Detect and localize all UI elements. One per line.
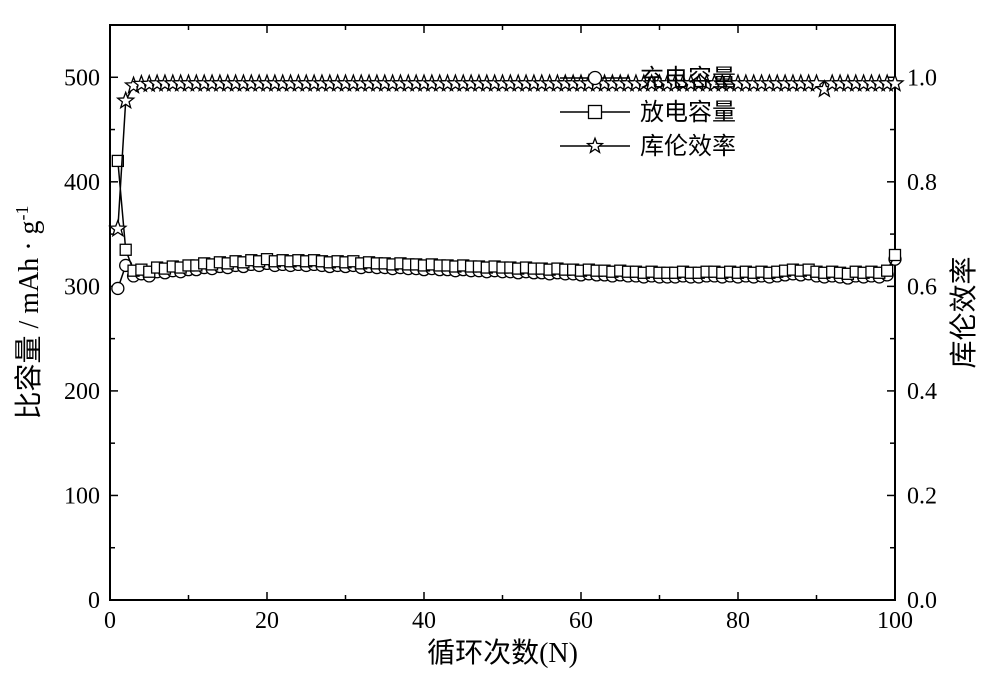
yleft-axis-label: 比容量 / mAh · g-1 <box>12 205 45 419</box>
yright-tick-label: 0.6 <box>907 274 937 300</box>
yright-tick-label: 0.2 <box>907 483 937 509</box>
cycling-performance-chart: 020406080100循环次数(N)0100200300400500比容量 /… <box>0 0 1000 681</box>
yright-tick-label: 0.8 <box>907 170 937 196</box>
legend-label: 充电容量 <box>640 65 736 92</box>
x-axis-label: 循环次数(N) <box>427 637 578 669</box>
x-tick-label: 60 <box>569 608 593 634</box>
yright-tick-label: 0.0 <box>907 588 937 614</box>
plot-area <box>110 25 895 600</box>
yleft-tick-label: 500 <box>64 65 100 91</box>
x-tick-label: 0 <box>104 608 116 634</box>
x-tick-label: 80 <box>726 608 750 634</box>
yleft-tick-label: 100 <box>64 483 100 509</box>
yleft-tick-label: 0 <box>88 588 100 614</box>
legend-label: 放电容量 <box>640 99 736 126</box>
svg-text:库伦效率: 库伦效率 <box>948 256 980 368</box>
chart-svg: 020406080100循环次数(N)0100200300400500比容量 /… <box>0 0 1000 681</box>
svg-text:比容量 / mAh · g-1: 比容量 / mAh · g-1 <box>12 205 45 419</box>
x-tick-label: 40 <box>412 608 436 634</box>
yleft-tick-label: 300 <box>64 274 100 300</box>
yright-axis-label: 库伦效率 <box>948 256 980 368</box>
yleft-tick-label: 200 <box>64 379 100 405</box>
x-tick-label: 20 <box>255 608 279 634</box>
legend-label: 库伦效率 <box>640 133 736 160</box>
yleft-tick-label: 400 <box>64 170 100 196</box>
yright-tick-label: 0.4 <box>907 379 937 405</box>
yright-tick-label: 1.0 <box>907 65 937 91</box>
